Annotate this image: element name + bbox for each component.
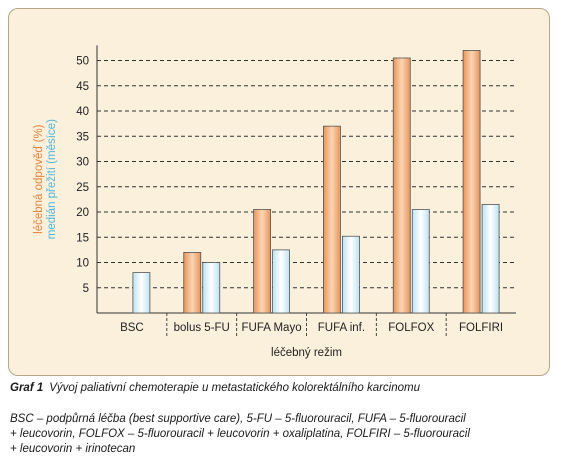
- bar-survival: [411, 209, 430, 314]
- bar-survival: [481, 204, 500, 314]
- y-tick-label: 50: [76, 56, 89, 68]
- y-tick-label: 20: [76, 207, 89, 219]
- figure-caption: Graf 1 Vývoj paliativní chemoterapie u me…: [10, 382, 550, 394]
- y-tick-label: 45: [76, 81, 89, 93]
- bar-response: [253, 209, 271, 314]
- x-tick-label: FOLFIRI: [459, 322, 503, 334]
- y-tick-label: 5: [83, 283, 89, 295]
- x-tick-label: FUFA Mayo: [242, 322, 302, 334]
- abbreviation-note: BSC – podpůrná léčba (best supportive ca…: [10, 412, 555, 457]
- y-axis-label-survival: medián přežití (měsíce): [46, 119, 58, 239]
- caption-label: Graf 1: [10, 382, 44, 394]
- y-tick-label: 35: [76, 131, 89, 143]
- x-tick-label: FOLFOX: [388, 322, 434, 334]
- x-tick-label: FUFA inf.: [318, 322, 365, 334]
- x-axis-label: léčebný režim: [271, 347, 342, 359]
- note-line: + leucovorin, FOLFOX – 5-fluorouracil + …: [10, 428, 470, 440]
- note-line: + leucovorin + irinotecan: [10, 443, 136, 455]
- y-axis-label-response: léčebná odpověď (%): [33, 124, 45, 234]
- y-tick-label: 25: [76, 182, 89, 194]
- y-tick-label: 40: [76, 106, 89, 118]
- bar-response: [323, 125, 341, 314]
- x-tick-label: bolus 5-FU: [174, 322, 230, 334]
- bar-response: [462, 50, 481, 314]
- bar-survival: [202, 262, 221, 314]
- y-tick-label: 30: [76, 157, 89, 169]
- bar-survival: [342, 235, 360, 314]
- note-line: BSC – podpůrná léčba (best supportive ca…: [10, 413, 466, 425]
- bar-response: [183, 251, 202, 314]
- bar-chart: 5 10 15 20 25 30 35 40 45 50 BSC bolus 5-FU FUFA May…: [33, 45, 516, 359]
- y-tick-label: 10: [76, 258, 89, 270]
- y-tick-label: 15: [76, 232, 89, 244]
- bar-response: [392, 57, 411, 314]
- bar-survival: [272, 249, 290, 314]
- caption-text: Vývoj paliativní chemoterapie u metastat…: [49, 382, 420, 394]
- bar-survival: [132, 272, 151, 314]
- chart-panel: [8, 8, 550, 376]
- x-tick-label: BSC: [120, 322, 144, 334]
